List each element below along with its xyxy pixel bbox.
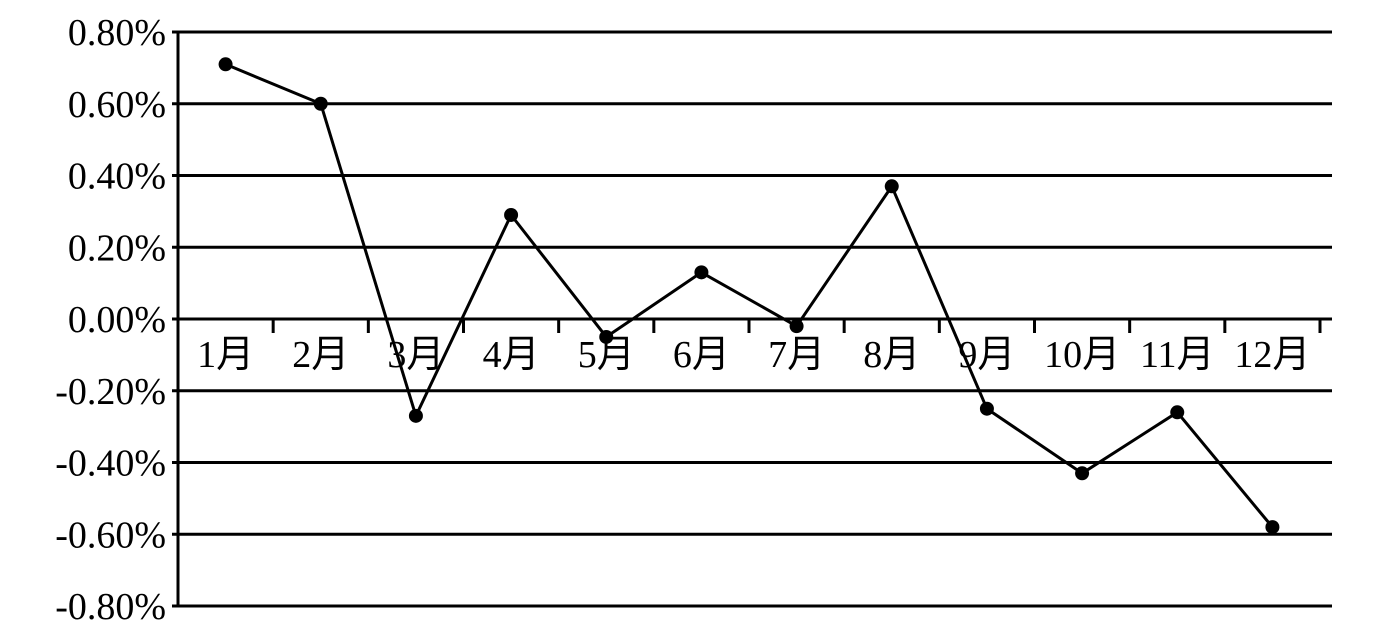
x-category-label: 7月 [768,334,825,376]
x-category-label: 2月 [292,334,349,376]
data-point [313,96,328,111]
y-tick-label: 0.80% [68,12,166,54]
x-category-label: 11月 [1140,334,1215,376]
y-tick-label: 0.40% [68,156,166,198]
series-line-group [225,62,1274,529]
x-category-labels: 1月 2月 3月 4月 5月 6月 7月 8月 9月 10月 11月 12月 [197,334,1310,376]
x-category-label: 10月 [1044,334,1120,376]
data-point [884,179,899,194]
data-point [408,408,423,423]
y-tick-label: -0.80% [55,586,166,628]
data-point [1265,520,1280,535]
grid-lines [178,30,1332,608]
y-tick-label: -0.20% [55,371,166,413]
x-category-label: 6月 [673,334,730,376]
x-category-label: 12月 [1234,334,1310,376]
series-line [225,62,1274,529]
y-tick-label: 0.20% [68,227,166,269]
data-point [1075,466,1090,481]
x-category-ticks [176,319,1322,333]
data-point [504,207,519,222]
x-category-label: 9月 [958,334,1015,376]
x-category-label: 1月 [197,334,254,376]
data-point [979,401,994,416]
y-tick-label: 0.00% [68,299,166,341]
series-points [218,57,1280,535]
y-tick-label: -0.60% [55,514,166,556]
x-category-label: 4月 [483,334,540,376]
x-category-label: 8月 [863,334,920,376]
data-point [218,57,233,72]
data-point [789,319,804,334]
y-tick-label: 0.60% [68,84,166,126]
y-tick-label: -0.40% [55,443,166,485]
data-point [694,265,709,280]
data-point [1170,405,1185,420]
y-tick-labels: 0.80% 0.60% 0.40% 0.20% 0.00% -0.20% -0.40% -0.… [55,12,166,628]
data-point [599,329,614,344]
